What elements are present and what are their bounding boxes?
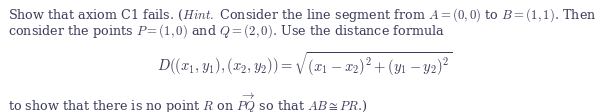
Text: consider the points $P = (1,0)$ and $Q = (2,0)$. Use the distance formula: consider the points $P = (1,0)$ and $Q =… [8, 22, 445, 39]
Text: Show that axiom C1 fails. ($\mathit{Hint.}$ Consider the line segment from $A = : Show that axiom C1 fails. ($\mathit{Hint… [8, 6, 597, 24]
Text: to show that there is no point $R$ on $\overrightarrow{PQ}$ so that $AB \cong PR: to show that there is no point $R$ on $\… [8, 91, 368, 112]
Text: $D((x_1, y_1),(x_2, y_2)) = \sqrt{(x_1 - x_2)^2 + (y_1 - y_2)^2}$: $D((x_1, y_1),(x_2, y_2)) = \sqrt{(x_1 -… [157, 50, 453, 77]
